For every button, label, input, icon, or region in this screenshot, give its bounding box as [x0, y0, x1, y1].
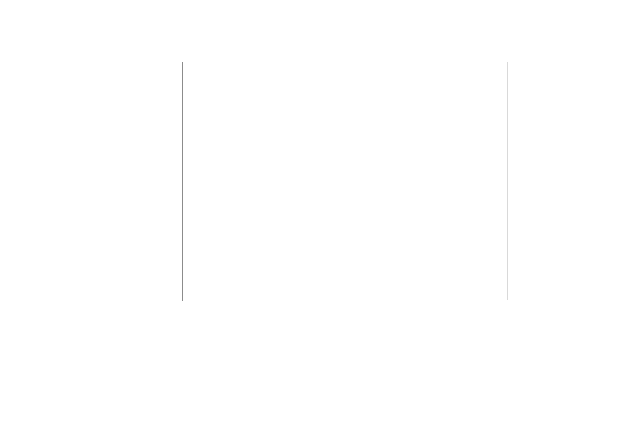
plot-area [185, 62, 508, 300]
y-axis-line [182, 62, 184, 301]
source-note [620, 409, 629, 424]
